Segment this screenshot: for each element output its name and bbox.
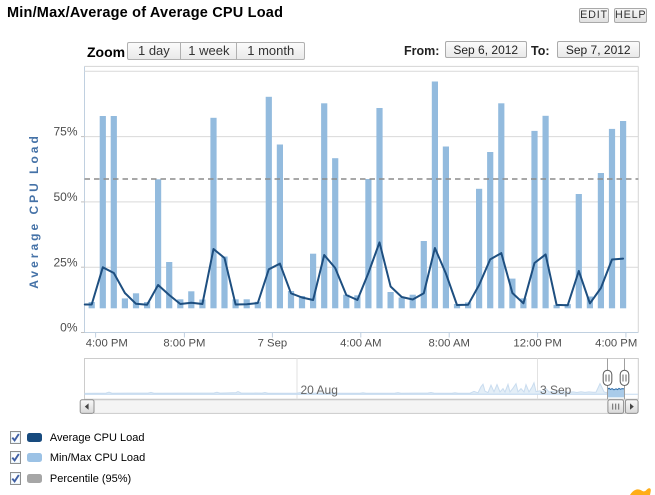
svg-text:4:00 AM: 4:00 AM bbox=[340, 337, 381, 349]
svg-text:4:00 PM: 4:00 PM bbox=[595, 337, 637, 349]
svg-text:4:00 PM: 4:00 PM bbox=[86, 337, 128, 349]
svg-text:50%: 50% bbox=[53, 190, 77, 204]
svg-text:8:00 AM: 8:00 AM bbox=[428, 337, 469, 349]
svg-text:Average CPU Load: Average CPU Load bbox=[27, 133, 41, 289]
svg-text:7 Sep: 7 Sep bbox=[258, 337, 288, 349]
svg-text:20 Aug: 20 Aug bbox=[301, 383, 338, 397]
svg-text:25%: 25% bbox=[53, 255, 77, 269]
svg-text:12:00 PM: 12:00 PM bbox=[513, 337, 561, 349]
svg-text:0%: 0% bbox=[60, 321, 78, 335]
svg-text:8:00 PM: 8:00 PM bbox=[163, 337, 205, 349]
svg-text:75%: 75% bbox=[53, 125, 77, 139]
svg-text:3 Sep: 3 Sep bbox=[540, 383, 572, 397]
